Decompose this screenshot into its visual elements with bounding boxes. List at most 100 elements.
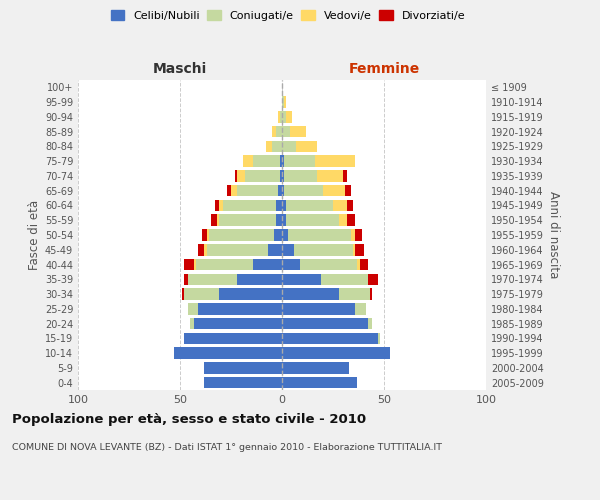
- Bar: [209, 229, 274, 241]
- Bar: [286, 214, 339, 226]
- Bar: [268, 244, 282, 256]
- Bar: [184, 274, 188, 285]
- Bar: [284, 170, 317, 181]
- Bar: [282, 318, 368, 330]
- Bar: [276, 214, 282, 226]
- Bar: [296, 140, 317, 152]
- Bar: [355, 229, 362, 241]
- Bar: [368, 274, 378, 285]
- Bar: [282, 303, 355, 314]
- Bar: [182, 288, 184, 300]
- Bar: [280, 170, 282, 181]
- Bar: [359, 259, 368, 270]
- Text: Maschi: Maschi: [153, 62, 207, 76]
- Bar: [286, 200, 333, 211]
- Bar: [188, 303, 199, 314]
- Bar: [206, 244, 268, 256]
- Bar: [280, 111, 282, 122]
- Bar: [339, 214, 347, 226]
- Bar: [333, 200, 347, 211]
- Bar: [282, 126, 290, 138]
- Bar: [174, 348, 282, 359]
- Bar: [237, 170, 245, 181]
- Bar: [223, 200, 276, 211]
- Bar: [317, 170, 343, 181]
- Bar: [274, 229, 282, 241]
- Bar: [266, 140, 272, 152]
- Bar: [284, 185, 323, 196]
- Bar: [339, 288, 370, 300]
- Bar: [282, 274, 321, 285]
- Bar: [282, 111, 286, 122]
- Bar: [282, 214, 286, 226]
- Bar: [219, 200, 223, 211]
- Bar: [231, 185, 237, 196]
- Bar: [284, 96, 286, 108]
- Text: Popolazione per età, sesso e stato civile - 2010: Popolazione per età, sesso e stato civil…: [12, 412, 366, 426]
- Bar: [196, 259, 253, 270]
- Text: COMUNE DI NOVA LEVANTE (BZ) - Dati ISTAT 1° gennaio 2010 - Elaborazione TUTTITAL: COMUNE DI NOVA LEVANTE (BZ) - Dati ISTAT…: [12, 442, 442, 452]
- Bar: [347, 214, 355, 226]
- Bar: [184, 288, 219, 300]
- Bar: [355, 244, 364, 256]
- Bar: [378, 332, 380, 344]
- Bar: [368, 318, 372, 330]
- Bar: [205, 244, 206, 256]
- Bar: [272, 126, 276, 138]
- Bar: [280, 156, 282, 167]
- Bar: [278, 185, 282, 196]
- Bar: [355, 303, 365, 314]
- Bar: [199, 303, 282, 314]
- Bar: [282, 229, 288, 241]
- Bar: [345, 185, 352, 196]
- Bar: [199, 244, 205, 256]
- Bar: [235, 170, 237, 181]
- Bar: [205, 377, 282, 388]
- Bar: [353, 244, 355, 256]
- Bar: [343, 170, 347, 181]
- Bar: [217, 214, 219, 226]
- Bar: [288, 229, 352, 241]
- Bar: [321, 274, 368, 285]
- Bar: [282, 348, 390, 359]
- Legend: Celibi/Nubili, Coniugati/e, Vedovi/e, Divorziati/e: Celibi/Nubili, Coniugati/e, Vedovi/e, Di…: [106, 6, 470, 25]
- Bar: [272, 140, 282, 152]
- Bar: [314, 156, 355, 167]
- Bar: [294, 244, 353, 256]
- Bar: [358, 259, 359, 270]
- Bar: [286, 111, 292, 122]
- Bar: [282, 170, 284, 181]
- Bar: [282, 244, 294, 256]
- Bar: [245, 170, 280, 181]
- Bar: [194, 318, 282, 330]
- Bar: [188, 274, 237, 285]
- Bar: [206, 229, 209, 241]
- Bar: [282, 96, 284, 108]
- Bar: [276, 200, 282, 211]
- Text: Femmine: Femmine: [349, 62, 419, 76]
- Bar: [370, 288, 372, 300]
- Bar: [276, 126, 282, 138]
- Bar: [194, 259, 196, 270]
- Y-axis label: Fasce di età: Fasce di età: [28, 200, 41, 270]
- Bar: [184, 259, 194, 270]
- Bar: [243, 156, 253, 167]
- Bar: [215, 200, 219, 211]
- Bar: [347, 200, 353, 211]
- Bar: [190, 318, 194, 330]
- Bar: [219, 288, 282, 300]
- Bar: [227, 185, 231, 196]
- Bar: [282, 259, 301, 270]
- Bar: [237, 185, 278, 196]
- Bar: [205, 362, 282, 374]
- Bar: [282, 362, 349, 374]
- Bar: [253, 259, 282, 270]
- Bar: [253, 156, 280, 167]
- Bar: [301, 259, 358, 270]
- Bar: [282, 156, 284, 167]
- Bar: [282, 185, 284, 196]
- Bar: [282, 377, 358, 388]
- Bar: [237, 274, 282, 285]
- Bar: [284, 156, 314, 167]
- Bar: [290, 126, 307, 138]
